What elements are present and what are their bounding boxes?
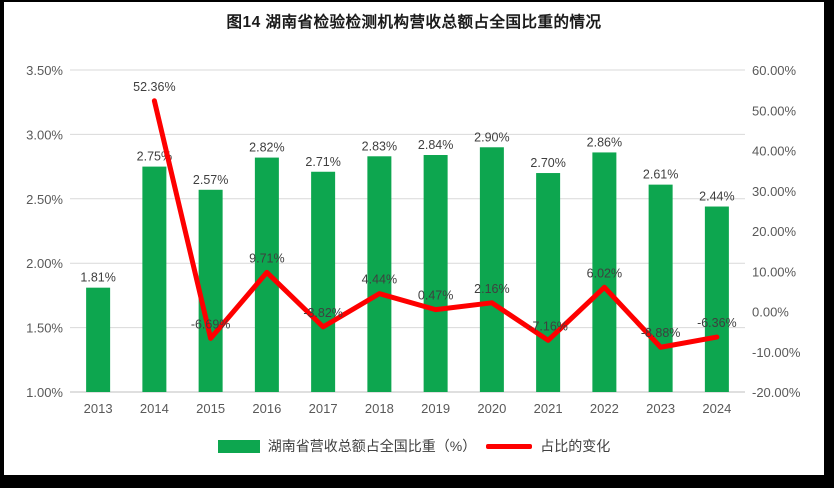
x-axis-label-2024: 2024 <box>702 401 731 416</box>
bar-2024 <box>704 206 729 392</box>
right-axis-tick-label: 50.00% <box>752 103 797 118</box>
bar-2014 <box>142 166 167 392</box>
right-axis-tick-label: 10.00% <box>752 264 797 279</box>
right-axis-tick-label: -10.00% <box>752 345 801 360</box>
combo-chart-svg: 3.50% 3.00% 2.50% 2.00% 1.50% 1.00% 60.00% 50.0… <box>26 63 801 416</box>
bar-2017 <box>311 171 336 392</box>
x-axis-label-2016: 2016 <box>252 401 281 416</box>
chart-title: 图14 湖南省检验检测机构营收总额占全国比重的情况 <box>226 14 602 31</box>
bar-2020 <box>479 147 504 392</box>
x-axis-label-2014: 2014 <box>140 401 169 416</box>
bar-label-2020: 2.90% <box>474 130 509 144</box>
line-label-2023: -8.88% <box>641 326 681 340</box>
x-axis-label-2023: 2023 <box>646 401 675 416</box>
bar-series-swatch-icon <box>217 439 260 453</box>
left-axis-tick-label: 3.50% <box>26 63 63 78</box>
right-axis-tick-label: 60.00% <box>752 63 797 78</box>
line-label-2022: 6.02% <box>587 266 622 280</box>
bar-2021 <box>536 173 561 392</box>
bar-label-2013: 1.81% <box>80 271 115 285</box>
bar-label-2023: 2.61% <box>643 168 678 182</box>
legend-bar-label: 湖南省营收总额占全国比重（%） <box>267 438 477 454</box>
line-label-2024: -6.36% <box>697 316 737 330</box>
x-axis-label-2013: 2013 <box>84 401 113 416</box>
bar-label-2021: 2.70% <box>530 156 565 170</box>
bar-label-2022: 2.86% <box>587 135 622 149</box>
bar-label-2015: 2.57% <box>193 173 228 187</box>
legend-item-bar: 湖南省营收总额占全国比重（%） <box>217 436 477 456</box>
legend-item-line: 占比的变化 <box>486 436 610 456</box>
x-axis-label-2019: 2019 <box>421 401 450 416</box>
right-axis-tick-label: 20.00% <box>752 224 797 239</box>
bar-label-2014: 2.75% <box>137 150 172 164</box>
line-label-2015: -6.69% <box>191 317 231 331</box>
change-line <box>151 98 720 350</box>
bar-2023 <box>648 184 673 392</box>
line-label-2021: -7.16% <box>528 319 568 333</box>
left-axis-tick-label: 1.50% <box>26 321 63 336</box>
bar-2013 <box>86 287 111 392</box>
right-axis-tick-label: 0.00% <box>752 305 789 320</box>
left-axis-tick-label: 2.00% <box>26 256 63 271</box>
bar-2019 <box>423 155 448 392</box>
bar-label-2024: 2.44% <box>699 190 734 204</box>
bar-label-2016: 2.82% <box>249 141 284 155</box>
line-label-2020: 2.16% <box>474 282 509 296</box>
bar-label-2019: 2.84% <box>418 138 453 152</box>
bar-2018 <box>367 156 392 392</box>
left-axis-tick-label: 3.00% <box>26 127 63 142</box>
x-axis-label-2021: 2021 <box>534 401 563 416</box>
chart-legend: 湖南省营收总额占全国比重（%） 占比的变化 <box>4 436 824 456</box>
bar-label-2017: 2.71% <box>305 155 340 169</box>
right-axis-tick-label: 40.00% <box>752 144 797 159</box>
bar-2022 <box>592 152 617 392</box>
legend-line-label: 占比的变化 <box>540 438 611 454</box>
right-axis-tick-label: -20.00% <box>752 385 801 400</box>
bar-2015 <box>198 189 223 392</box>
bar-label-2018: 2.83% <box>362 139 397 153</box>
line-series-swatch-icon <box>486 443 533 449</box>
line-label-2016: 9.71% <box>249 251 284 265</box>
x-axis-label-2017: 2017 <box>309 401 338 416</box>
line-label-2019: 0.47% <box>418 289 453 303</box>
line-label-2014: 52.36% <box>133 80 175 94</box>
left-axis-tick-label: 1.00% <box>26 385 63 400</box>
left-axis-tick-label: 2.50% <box>26 192 63 207</box>
line-label-2018: 4.44% <box>362 273 397 287</box>
x-axis-label-2018: 2018 <box>365 401 394 416</box>
x-axis-label-2015: 2015 <box>196 401 225 416</box>
x-axis-label-2020: 2020 <box>477 401 506 416</box>
line-label-2017: -3.82% <box>303 306 343 320</box>
right-axis-tick-label: 30.00% <box>752 184 797 199</box>
x-axis-label-2022: 2022 <box>590 401 619 416</box>
